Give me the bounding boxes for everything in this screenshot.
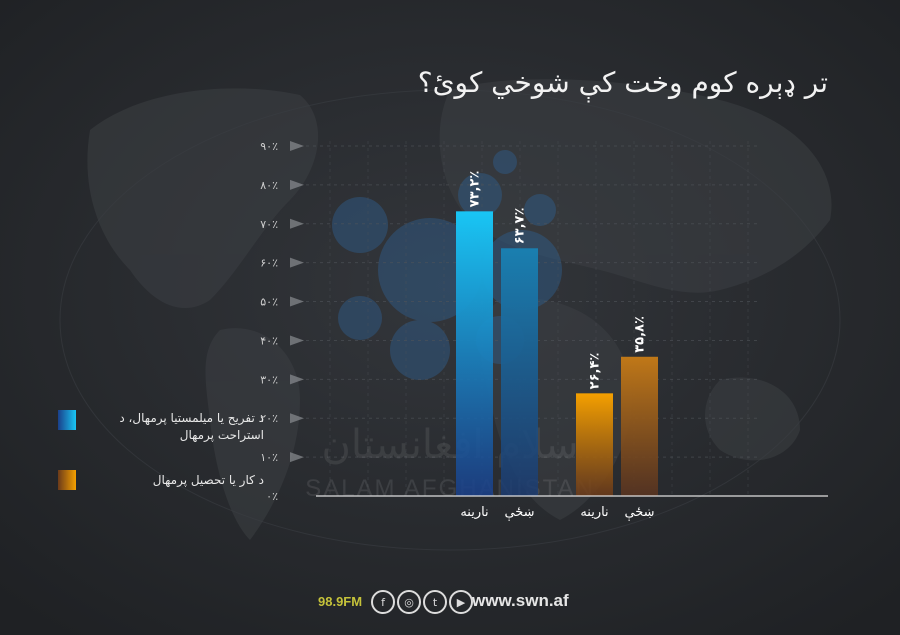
y-tick-label: ۹۰٪ bbox=[260, 140, 278, 153]
y-tick-marker bbox=[290, 218, 304, 229]
y-tick-label: ۲۰٪ bbox=[260, 412, 278, 425]
y-tick-marker bbox=[290, 296, 304, 307]
bar-value-label: ۶۳,۷٪ bbox=[513, 208, 528, 245]
y-tick-marker bbox=[290, 452, 304, 463]
legend-label-work: د کار یا تحصیل پرمهال bbox=[152, 473, 264, 487]
y-tick-marker bbox=[290, 413, 304, 424]
y-tick-label: ۸۰٪ bbox=[260, 179, 278, 192]
bar bbox=[576, 393, 613, 496]
watermark-latin: SALAM AFGHANISTAN bbox=[305, 475, 595, 502]
y-tick-label: ۵۰٪ bbox=[260, 296, 278, 309]
website-url[interactable]: www.swn.af bbox=[472, 591, 569, 610]
chart-title: تر ډېره کوم وخت کې شوخي کوئ؟ bbox=[417, 66, 828, 99]
radio-frequency: 98.9FM bbox=[318, 594, 363, 609]
bar bbox=[501, 248, 538, 496]
y-tick-marker bbox=[290, 257, 304, 268]
y-tick-marker bbox=[290, 335, 304, 346]
y-tick-marker bbox=[290, 374, 304, 385]
bars: ۷۳,۲٪ نارینه ۶۳,۷٪ ښځې ۲۶,۴٪ نارینه ۳۵,۸٪ ښځې bbox=[456, 171, 658, 521]
y-tick-label: ۱۰٪ bbox=[260, 451, 278, 464]
y-tick-label: ۳۰٪ bbox=[260, 373, 278, 386]
instagram-icon[interactable]: ◎ bbox=[397, 590, 421, 614]
bar-category-label: ښځې bbox=[624, 505, 654, 521]
bar-category-label: ښځې bbox=[504, 505, 534, 521]
bar-category-label: نارینه bbox=[580, 505, 608, 520]
facebook-icon[interactable]: f bbox=[371, 590, 395, 614]
bar-value-label: ۲۶,۴٪ bbox=[588, 353, 603, 390]
bar bbox=[456, 211, 493, 497]
y-tick-marker bbox=[290, 179, 304, 190]
y-tick-label: ۷۰٪ bbox=[260, 218, 278, 231]
y-axis: ۰٪ ۱۰٪ ۲۰٪ ۳۰٪ ۴۰٪ ۵۰٪ ۶۰٪ ۷۰٪ ۸۰٪ ۹۰٪ bbox=[260, 140, 304, 503]
y-tick-marker bbox=[290, 141, 304, 151]
watermark-arabic: سلام افغانستان bbox=[321, 422, 578, 468]
bar-value-label: ۷۳,۲٪ bbox=[468, 171, 483, 208]
youtube-icon[interactable]: ▶ bbox=[449, 590, 473, 614]
y-tick-label: ۴۰٪ bbox=[260, 334, 278, 347]
twitter-icon[interactable]: t bbox=[423, 590, 447, 614]
legend-label-leisure: د تفریح یا میلمستیا پرمهال، د استراحت پر… bbox=[119, 411, 264, 442]
y-tick-label: ۶۰٪ bbox=[260, 257, 278, 270]
legend-swatch-orange bbox=[58, 470, 76, 490]
footer: 98.9FM f ◎ t ▶ www.swn.af bbox=[0, 590, 900, 614]
bar bbox=[621, 356, 658, 496]
bar-value-label: ۳۵,۸٪ bbox=[633, 316, 648, 353]
bar-category-label: نارینه bbox=[460, 505, 488, 520]
y-tick-label: ۰٪ bbox=[266, 490, 278, 503]
legend-swatch-blue bbox=[58, 410, 76, 430]
